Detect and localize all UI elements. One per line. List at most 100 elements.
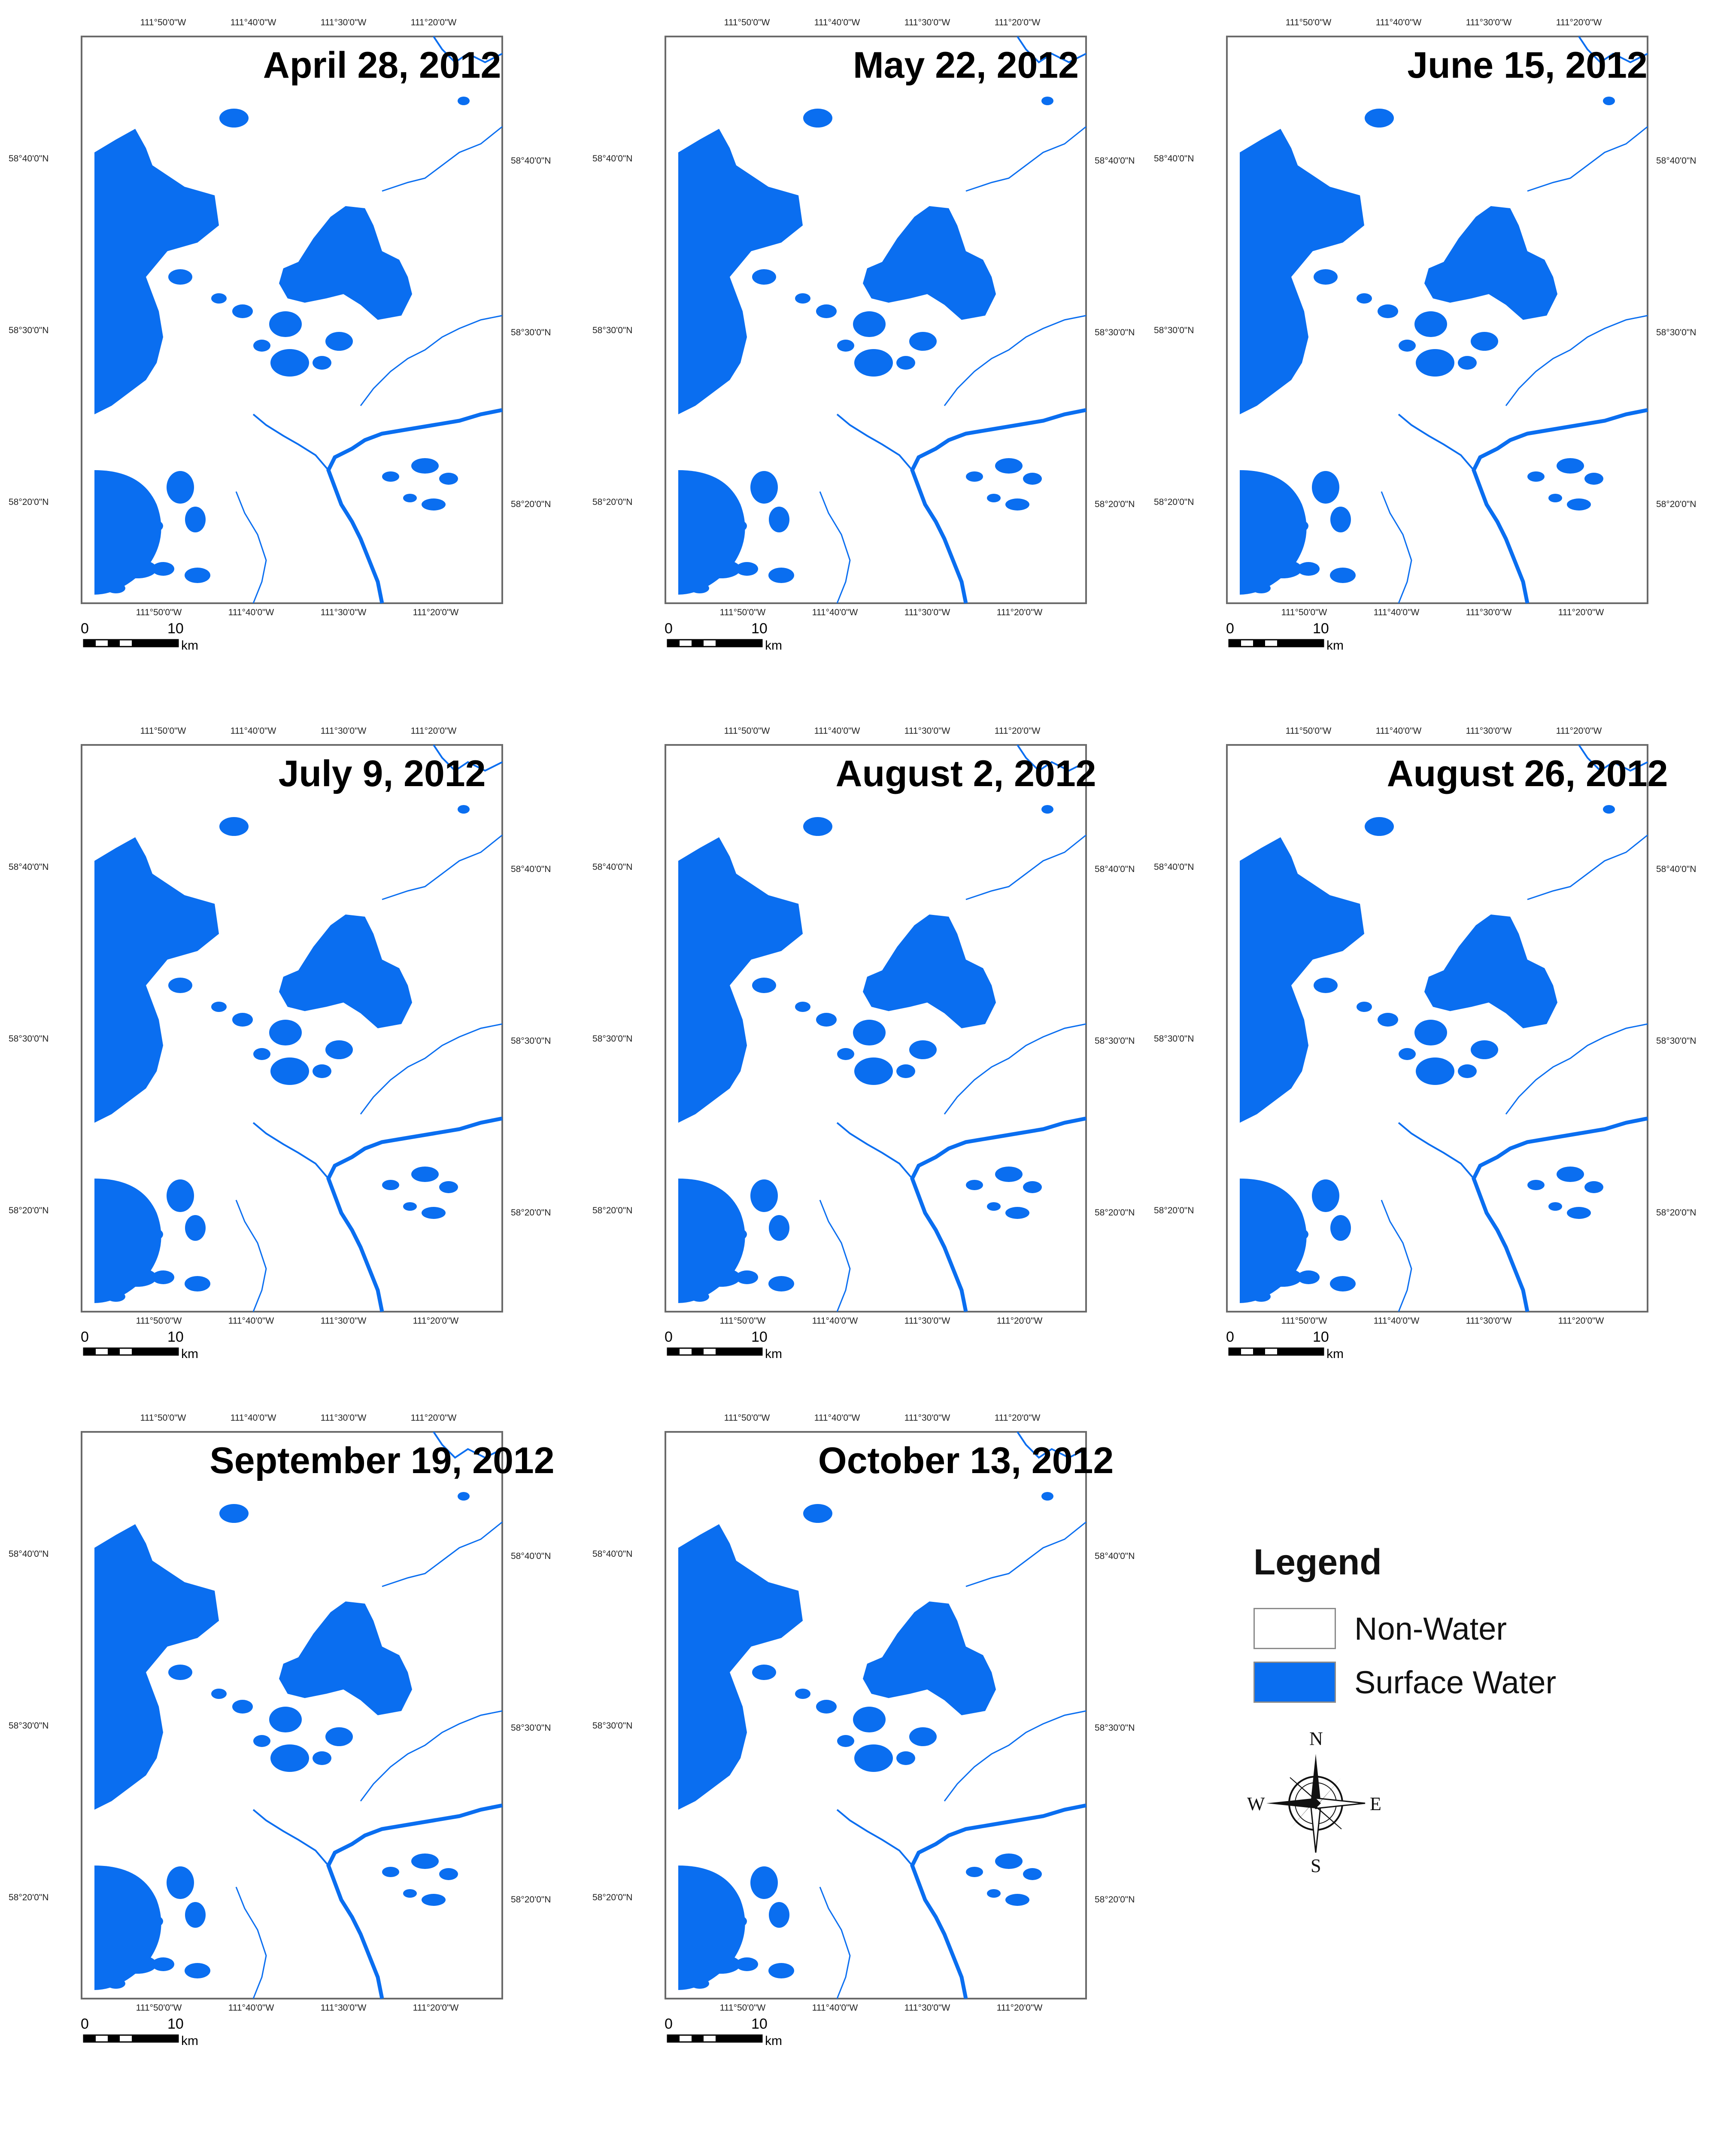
small-lake [1548, 1202, 1562, 1211]
tributary [1398, 413, 1475, 471]
scale-bar [667, 2034, 763, 2043]
lat-label-right: 58°20'0"N [1095, 1208, 1135, 1218]
small-lake [690, 583, 709, 593]
rivers [1381, 36, 1648, 604]
south-creek [1381, 491, 1412, 604]
west-lake-north [678, 129, 803, 414]
scale-unit-label: km [765, 2034, 782, 2048]
panel-title: May 22, 2012 [853, 45, 1079, 86]
small-lake [270, 349, 309, 377]
lon-label-top: 111°30'0"W [320, 1413, 367, 1423]
scale-unit-label: km [765, 1347, 782, 1361]
lat-label-right: 58°30'0"N [1656, 328, 1697, 337]
tributary [836, 1809, 913, 1866]
lon-label-bottom: 111°30'0"W [904, 608, 950, 617]
small-lake [168, 269, 192, 285]
lat-label-left: 58°20'0"N [592, 1206, 633, 1215]
lat-label-left: 58°20'0"N [592, 1893, 633, 1902]
central-lake [863, 915, 996, 1028]
small-lake [1005, 1207, 1029, 1219]
panel-title: July 9, 2012 [278, 753, 486, 794]
scale-bar [1228, 639, 1324, 647]
small-lake [730, 1228, 747, 1240]
panel-title: October 13, 2012 [818, 1440, 1114, 1481]
small-lake [987, 1889, 1001, 1898]
west-lake-north [678, 1524, 803, 1810]
west-lake-north [94, 1524, 219, 1810]
map-panel: May 22, 2012 111°50'0"W 111°40'0"W 111°3… [592, 18, 1266, 741]
legend-swatch-surface-water [1253, 1662, 1336, 1703]
scale-start-label: 0 [1226, 620, 1234, 637]
compass-east-label: E [1370, 1793, 1381, 1814]
tributary [252, 413, 329, 471]
small-lake [909, 1040, 937, 1059]
west-lake-north [94, 129, 219, 414]
scale-start-label: 0 [81, 620, 89, 637]
small-lake [1291, 1228, 1308, 1240]
small-lake [1330, 568, 1356, 583]
small-lake [168, 1665, 192, 1680]
small-lake [219, 109, 249, 128]
east-channel [944, 1710, 1087, 1802]
lon-label-top: 111°20'0"W [994, 726, 1041, 736]
lat-label-right: 58°30'0"N [511, 1036, 551, 1046]
small-lake [269, 311, 302, 337]
lat-label-right: 58°40'0"N [1656, 864, 1697, 874]
lat-label-right: 58°40'0"N [1656, 156, 1697, 166]
small-lake [1458, 1064, 1477, 1078]
scale-end-label: 10 [1313, 1329, 1329, 1345]
lat-label-left: 58°30'0"N [1154, 1034, 1194, 1044]
lon-label-top: 111°20'0"W [1556, 18, 1602, 27]
lon-label-bottom: 111°20'0"W [996, 2003, 1043, 2013]
scale-start-label: 0 [81, 2016, 89, 2032]
lon-label-top: 111°50'0"W [140, 726, 186, 736]
north-channel [382, 1521, 503, 1587]
small-lake [1312, 471, 1339, 504]
central-lake [1424, 206, 1557, 320]
small-lake [768, 1276, 794, 1291]
surface-water-features [94, 97, 470, 595]
small-lake [422, 498, 446, 510]
lon-label-top: 111°30'0"W [904, 1413, 950, 1423]
small-lake [750, 471, 778, 504]
small-lake [422, 1894, 446, 1906]
small-lake [1471, 332, 1498, 351]
small-lake [854, 1057, 893, 1085]
water-map [1226, 36, 1648, 647]
north-channel [1527, 834, 1648, 900]
small-lake [966, 1867, 983, 1877]
small-lake [1357, 1002, 1372, 1012]
small-lake [1041, 1492, 1053, 1501]
small-lake [995, 1167, 1023, 1182]
lon-label-bottom: 111°20'0"W [413, 2003, 459, 2013]
west-lake-north [1240, 837, 1364, 1123]
surface-water-features [678, 805, 1053, 1303]
small-lake [185, 568, 210, 583]
small-lake [1297, 562, 1320, 576]
small-lake [1297, 1270, 1320, 1284]
small-lake [269, 1707, 302, 1732]
scale-start-label: 0 [665, 620, 673, 637]
east-channel [360, 1023, 503, 1115]
lon-label-bottom: 111°40'0"W [228, 608, 274, 617]
east-channel [944, 1023, 1087, 1115]
scale-end-label: 10 [751, 2016, 768, 2032]
rivers [235, 744, 503, 1312]
north-river [1017, 1431, 1087, 1459]
lat-label-right: 58°30'0"N [511, 328, 551, 337]
scale-end-label: 10 [167, 2016, 184, 2032]
lon-label-bottom: 111°30'0"W [320, 1316, 367, 1326]
small-lake [185, 1902, 206, 1928]
lon-label-top: 111°20'0"W [1556, 726, 1602, 736]
lon-label-bottom: 111°50'0"W [719, 2003, 766, 2013]
lon-label-top: 111°40'0"W [230, 1413, 276, 1423]
small-lake [1603, 805, 1615, 814]
lat-label-right: 58°20'0"N [511, 499, 551, 509]
water-map [665, 1431, 1087, 2043]
water-map [81, 744, 503, 1356]
small-lake [750, 1866, 778, 1899]
small-lake [270, 1744, 309, 1772]
lat-label-left: 58°40'0"N [592, 154, 633, 164]
lon-label-bottom: 111°30'0"W [320, 2003, 367, 2013]
scale-unit-label: km [765, 638, 782, 653]
